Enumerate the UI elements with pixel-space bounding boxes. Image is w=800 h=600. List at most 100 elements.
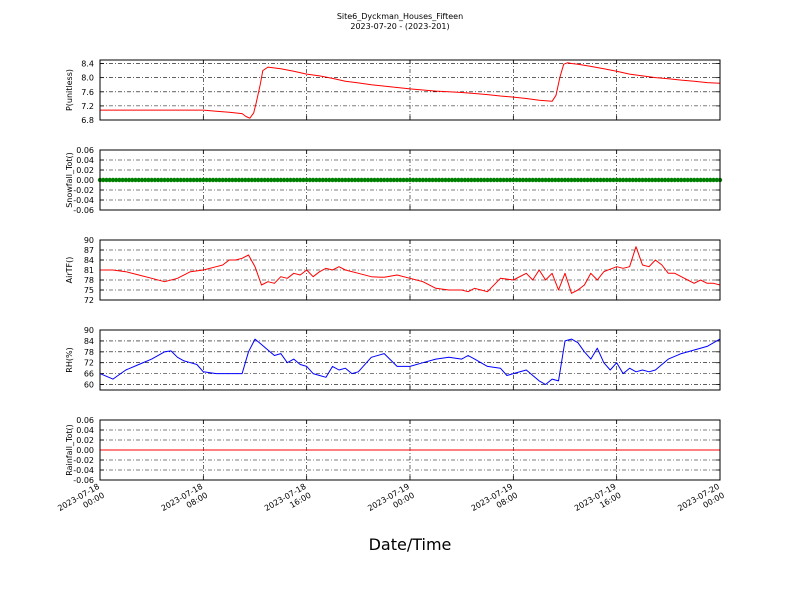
ytick-label: 0.00 xyxy=(76,176,94,185)
data-point xyxy=(524,177,529,183)
data-point xyxy=(323,177,329,183)
data-point xyxy=(362,177,367,183)
data-point xyxy=(391,177,397,183)
data-point xyxy=(572,177,577,183)
data-point xyxy=(643,177,648,183)
data-point xyxy=(430,177,435,183)
data-point xyxy=(620,177,626,183)
data-point xyxy=(327,177,332,183)
data-point xyxy=(533,177,539,183)
data-point xyxy=(653,177,658,183)
data-point xyxy=(285,177,290,183)
data-point xyxy=(104,177,109,183)
y-axis-label: RH(%) xyxy=(65,347,74,372)
data-point xyxy=(562,177,568,183)
data-point xyxy=(608,177,613,183)
data-point xyxy=(698,177,703,183)
panels: 8.48.07.67.26.8P(unitless)0.060.040.020.… xyxy=(65,59,723,485)
ytick-label: 8.4 xyxy=(81,60,94,69)
data-point xyxy=(520,177,526,183)
data-point xyxy=(614,177,619,183)
data-point xyxy=(482,177,487,183)
panel-5: 0.060.040.020.00-0.02-0.04-0.06Rainfall_… xyxy=(65,416,721,485)
series-line xyxy=(100,246,721,294)
data-point xyxy=(120,177,125,183)
data-point xyxy=(465,177,471,183)
data-point xyxy=(252,177,258,183)
data-point xyxy=(278,177,284,183)
data-point xyxy=(330,177,335,183)
data-point xyxy=(401,177,406,183)
data-point xyxy=(246,177,251,183)
data-point xyxy=(536,177,542,183)
data-point xyxy=(249,177,254,183)
data-point xyxy=(398,177,403,183)
data-point xyxy=(685,177,690,183)
data-point xyxy=(294,177,300,183)
ytick-label: 0.04 xyxy=(76,426,94,435)
data-point xyxy=(566,177,571,183)
data-point xyxy=(207,177,212,183)
data-point xyxy=(543,177,548,183)
data-point xyxy=(582,177,587,183)
data-point xyxy=(527,177,532,183)
data-point xyxy=(372,177,377,183)
data-point xyxy=(604,177,610,183)
ytick-label: 72 xyxy=(84,296,94,305)
data-point xyxy=(162,177,167,183)
data-point xyxy=(184,177,190,183)
data-point xyxy=(339,177,345,183)
data-point xyxy=(475,177,481,183)
data-point xyxy=(420,177,426,183)
data-point xyxy=(433,177,439,183)
data-point xyxy=(381,177,387,183)
data-point xyxy=(110,177,116,183)
data-point xyxy=(236,177,242,183)
data-point xyxy=(501,177,506,183)
plot-frame xyxy=(99,149,721,211)
series-line xyxy=(100,62,721,119)
x-axis-label: Date/Time xyxy=(369,535,452,554)
data-point xyxy=(569,177,574,183)
data-point xyxy=(272,177,277,183)
data-point xyxy=(498,177,503,183)
data-point xyxy=(417,177,422,183)
data-point xyxy=(485,177,490,183)
data-point xyxy=(611,177,616,183)
chart-title-line1: Site6_Dyckman_Houses_Fifteen xyxy=(337,12,463,21)
data-point xyxy=(394,177,400,183)
data-point xyxy=(575,177,581,183)
data-point xyxy=(675,177,681,183)
data-point xyxy=(478,177,484,183)
data-point xyxy=(504,177,510,183)
data-point xyxy=(669,177,674,183)
ytick-label: 0.02 xyxy=(76,166,94,175)
plot-frame xyxy=(99,329,721,391)
data-point xyxy=(301,177,306,183)
data-point xyxy=(143,177,148,183)
data-point xyxy=(436,177,442,183)
ytick-label: 72 xyxy=(84,359,94,368)
data-point xyxy=(375,177,380,183)
data-point xyxy=(365,177,371,183)
ytick-label: 78 xyxy=(84,348,94,357)
data-point xyxy=(378,177,384,183)
ytick-label: 7.2 xyxy=(81,102,94,111)
ytick-label: 66 xyxy=(84,370,94,379)
data-point xyxy=(230,177,235,183)
y-axis-label: Rainfall_Tot() xyxy=(65,424,74,476)
data-point xyxy=(682,177,687,183)
ytick-label: -0.02 xyxy=(73,186,94,195)
data-point xyxy=(446,177,451,183)
data-point xyxy=(591,177,597,183)
data-point xyxy=(314,177,319,183)
data-point xyxy=(472,177,477,183)
data-point xyxy=(133,177,138,183)
data-point xyxy=(152,177,158,183)
ytick-label: -0.06 xyxy=(73,476,94,485)
data-point xyxy=(617,177,623,183)
